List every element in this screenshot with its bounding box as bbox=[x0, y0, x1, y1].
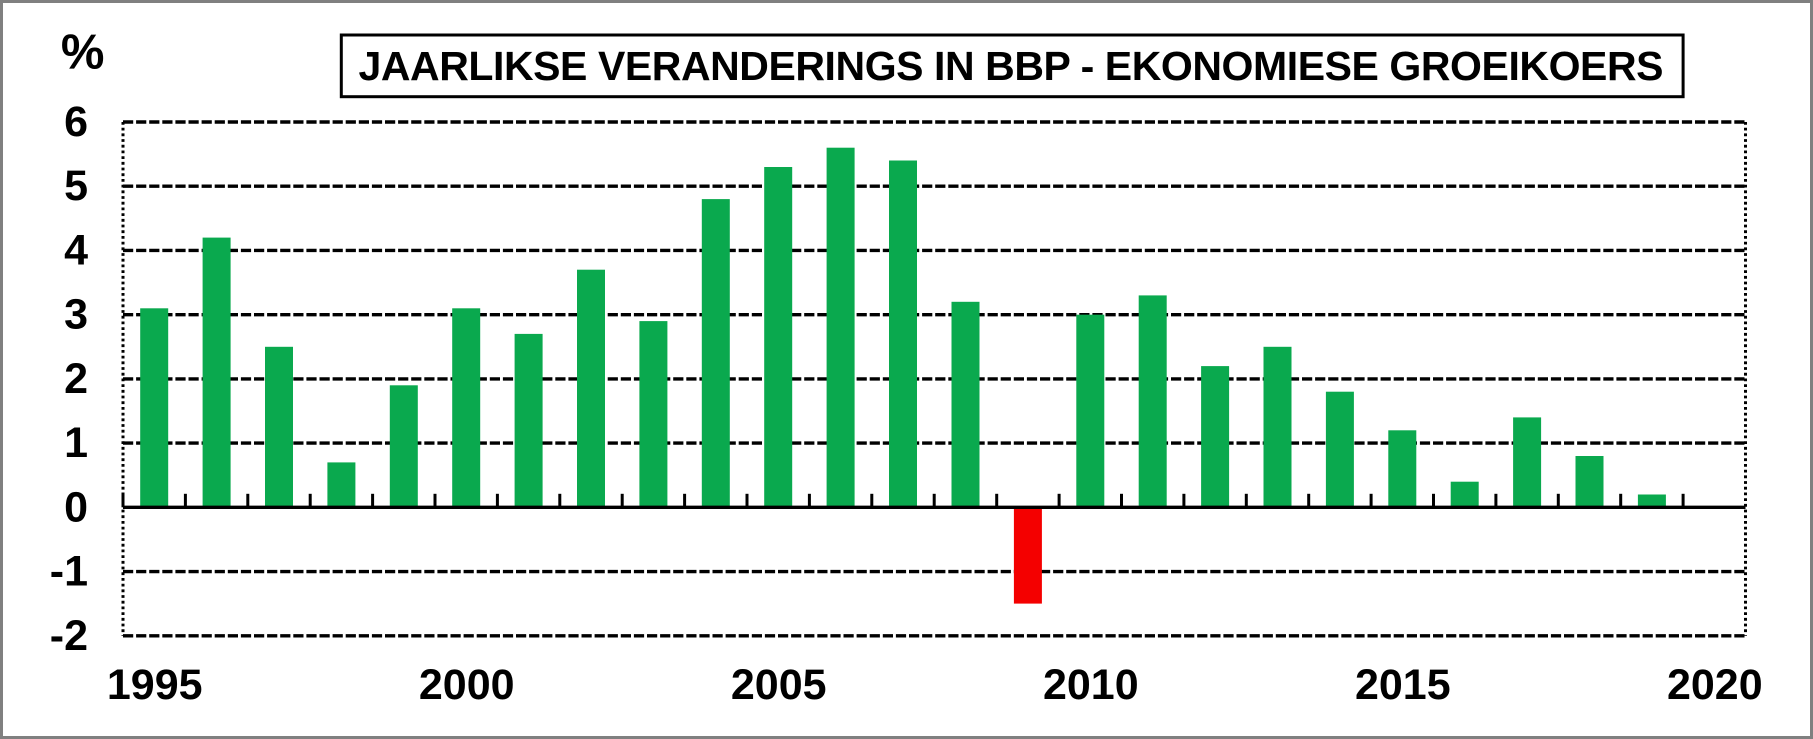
svg-text:2005: 2005 bbox=[731, 661, 827, 709]
svg-text:%: % bbox=[61, 26, 105, 80]
svg-text:-1: -1 bbox=[50, 548, 88, 596]
svg-text:6: 6 bbox=[64, 98, 88, 146]
svg-text:2020: 2020 bbox=[1667, 661, 1763, 709]
svg-text:3: 3 bbox=[64, 291, 88, 339]
svg-text:5: 5 bbox=[64, 162, 88, 210]
svg-text:2: 2 bbox=[64, 355, 88, 403]
svg-text:2010: 2010 bbox=[1043, 661, 1139, 709]
svg-text:2000: 2000 bbox=[419, 661, 515, 709]
svg-text:2015: 2015 bbox=[1355, 661, 1451, 709]
svg-text:-2: -2 bbox=[50, 612, 88, 660]
svg-text:0: 0 bbox=[64, 483, 88, 531]
svg-text:1995: 1995 bbox=[107, 661, 203, 709]
svg-text:JAARLIKSE VERANDERINGS IN BBP: JAARLIKSE VERANDERINGS IN BBP - EKONOMIE… bbox=[359, 43, 1664, 89]
svg-text:4: 4 bbox=[64, 226, 88, 274]
svg-text:1: 1 bbox=[64, 419, 88, 467]
